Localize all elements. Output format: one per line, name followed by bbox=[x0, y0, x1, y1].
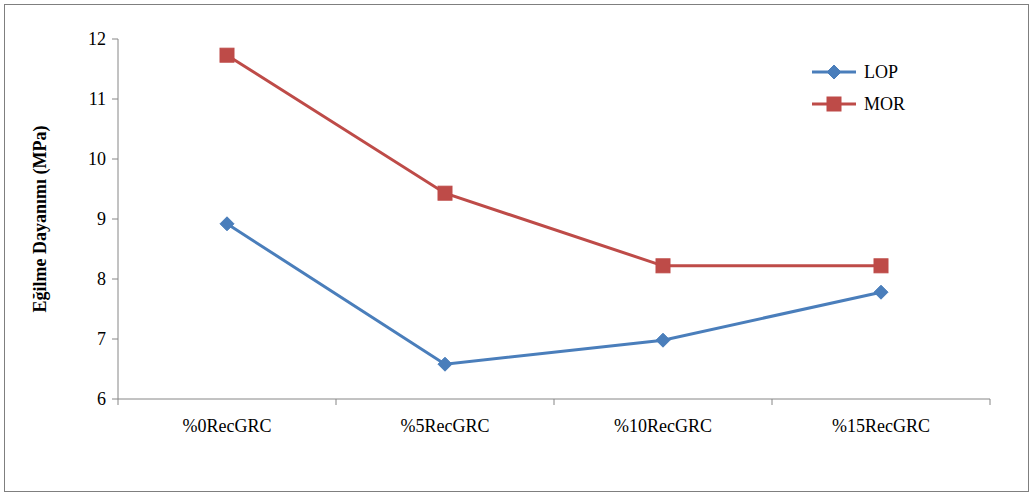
y-tick-label: 9 bbox=[97, 209, 106, 229]
legend-marker bbox=[827, 97, 841, 111]
x-tick-label: %0RecGRC bbox=[183, 416, 272, 436]
x-tick-label: %5RecGRC bbox=[401, 416, 490, 436]
y-tick-label: 12 bbox=[88, 29, 106, 49]
y-tick-mark bbox=[112, 219, 118, 220]
data-point bbox=[438, 186, 452, 200]
data-point bbox=[874, 285, 888, 299]
series-line bbox=[227, 224, 881, 364]
y-tick-label: 8 bbox=[97, 269, 106, 289]
legend: LOP MOR bbox=[812, 62, 905, 114]
y-tick-mark bbox=[112, 399, 118, 400]
x-tick-mark bbox=[336, 399, 337, 405]
plot-area bbox=[220, 48, 888, 371]
x-tick-label: %10RecGRC bbox=[614, 416, 712, 436]
y-tick-mark bbox=[112, 339, 118, 340]
y-axis-line bbox=[118, 39, 119, 399]
legend-label: MOR bbox=[864, 94, 905, 114]
chart-container: 6 7 8 9 10 11 12 %0RecGRC %5RecGRC %10RecGRC %15Re… bbox=[0, 0, 1033, 496]
y-tick-label: 6 bbox=[97, 389, 106, 409]
y-tick-label: 10 bbox=[88, 149, 106, 169]
y-tick-mark bbox=[112, 279, 118, 280]
y-axis-label: Eğilme Dayanımı (MPa) bbox=[30, 126, 51, 313]
legend-marker bbox=[827, 65, 841, 79]
series-line bbox=[227, 55, 881, 266]
y-tick-mark bbox=[112, 99, 118, 100]
x-tick-mark bbox=[772, 399, 773, 405]
x-tick-mark bbox=[990, 399, 991, 405]
data-point bbox=[656, 259, 670, 273]
x-tick-mark bbox=[118, 399, 119, 405]
y-tick-label: 11 bbox=[89, 89, 106, 109]
x-tick-label: %15RecGRC bbox=[832, 416, 930, 436]
legend-label: LOP bbox=[864, 62, 898, 82]
data-point bbox=[874, 259, 888, 273]
data-point bbox=[438, 357, 452, 371]
data-point bbox=[220, 48, 234, 62]
y-tick-mark bbox=[112, 159, 118, 160]
y-tick-mark bbox=[112, 39, 118, 40]
x-tick-mark bbox=[554, 399, 555, 405]
chart-svg: 6 7 8 9 10 11 12 %0RecGRC %5RecGRC %10RecGRC %15Re… bbox=[0, 0, 1033, 496]
y-tick-label: 7 bbox=[97, 329, 106, 349]
data-point bbox=[656, 333, 670, 347]
data-point bbox=[220, 217, 234, 231]
chart-frame bbox=[5, 5, 1029, 492]
